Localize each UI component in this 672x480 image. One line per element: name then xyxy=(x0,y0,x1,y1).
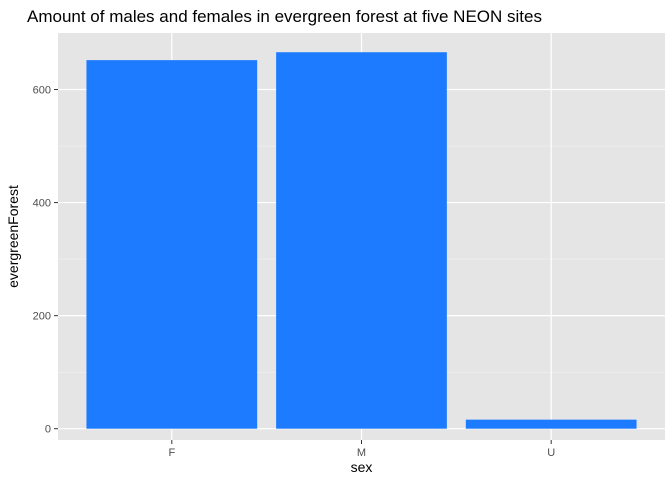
x-tick-label: M xyxy=(357,447,366,459)
bar-M xyxy=(276,52,447,429)
bar-U xyxy=(465,419,637,429)
y-axis-title: evergreenForest xyxy=(5,185,21,288)
y-tick-label: 200 xyxy=(33,311,51,323)
x-axis-title: sex xyxy=(351,459,373,475)
bars xyxy=(86,52,637,429)
y-axis-ticks: 0 200 400 600 xyxy=(33,85,58,436)
chart-title: Amount of males and females in evergreen… xyxy=(27,7,542,26)
y-tick-label: 0 xyxy=(45,424,51,436)
x-tick-label: U xyxy=(547,447,555,459)
x-tick-label: F xyxy=(168,447,175,459)
bar-F xyxy=(86,60,258,429)
y-tick-label: 400 xyxy=(33,198,51,210)
y-tick-label: 600 xyxy=(33,85,51,97)
